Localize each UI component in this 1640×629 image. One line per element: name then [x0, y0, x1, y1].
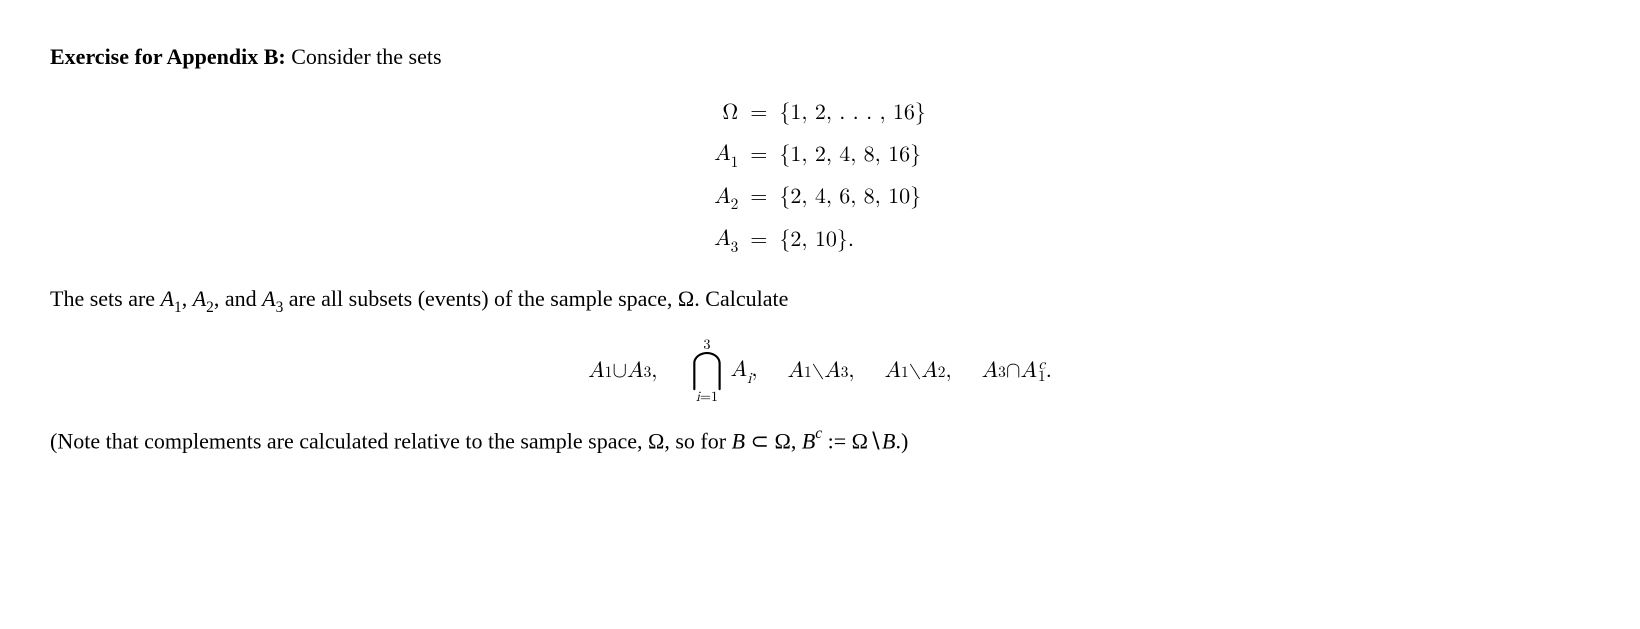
omega-row: Ω = {1, 2, . . . , 16}: [708, 93, 932, 134]
a3-rhs: {2, 10}.: [773, 219, 932, 262]
a2-row: A2 = {2, 4, 6, 8, 10}: [708, 177, 932, 220]
a-symbol: A: [787, 355, 804, 388]
a3-row: A3 = {2, 10}.: [708, 219, 932, 262]
setminus-op: ∖: [909, 355, 922, 388]
a-symbol: A: [731, 359, 748, 381]
intro-text: Consider the sets: [291, 44, 441, 69]
a-symbol: A: [885, 355, 902, 388]
sub-3: 3: [998, 361, 1006, 384]
sets-definition-block: Ω = {1, 2, . . . , 16} A1 = {1, 2, 4, 8,…: [50, 93, 1590, 262]
a2-rhs: {2, 4, 6, 8, 10}: [773, 177, 932, 220]
text-fragment: (Note that complements are calculated re…: [50, 428, 732, 453]
a3-lhs: A3: [708, 219, 744, 262]
sets-table: Ω = {1, 2, . . . , 16} A1 = {1, 2, 4, 8,…: [708, 93, 932, 262]
comma: ,: [651, 355, 657, 388]
text-fragment: := Ω∖: [822, 428, 882, 453]
a3-sym: A: [714, 228, 731, 250]
a-symbol: A: [588, 355, 605, 388]
union-op: ∪: [612, 355, 627, 388]
a1-sym: A: [714, 143, 731, 165]
a-symbol: A: [921, 355, 938, 388]
bigcap-lower: i=1: [696, 390, 718, 404]
equals-sign: =: [744, 219, 773, 262]
a1-sub: 1: [731, 155, 739, 170]
a-symbol: A: [824, 355, 841, 388]
a1-rhs: {1, 2, 4, 8, 16}: [773, 134, 932, 177]
exercise-paragraph: Exercise for Appendix B: Consider the se…: [50, 40, 1590, 73]
subsets-sentence: The sets are A1, A2, and A3 are all subs…: [50, 282, 1590, 319]
equals-sign: =: [744, 93, 773, 134]
text-fragment: .): [895, 428, 908, 453]
a1-row: A1 = {1, 2, 4, 8, 16}: [708, 134, 932, 177]
b-symbol: B: [802, 428, 815, 453]
a-symbol: A: [161, 286, 174, 311]
sub-1: 1: [605, 361, 613, 384]
omega-lhs: Ω: [708, 93, 744, 134]
bigcap-icon: 3 ⋂ i=1: [691, 338, 722, 404]
exercise-heading: Exercise for Appendix B:: [50, 44, 286, 69]
comma: ,: [848, 355, 854, 388]
bigcap-upper: 3: [703, 338, 710, 352]
a3-sub: 3: [731, 240, 739, 255]
period: .: [1046, 355, 1052, 388]
text-fragment: ⊂ Ω,: [745, 428, 802, 453]
text-fragment: ,: [182, 286, 193, 311]
i-var: i: [696, 389, 700, 404]
a2-lhs: A2: [708, 177, 744, 220]
sub-sup-wrap: c1: [1038, 359, 1046, 384]
text-fragment: are all subsets (events) of the sample s…: [283, 286, 788, 311]
sub-i: i: [747, 371, 751, 386]
expr-intersection: 3 ⋂ i=1 Ai,: [687, 338, 757, 404]
expr-union: A1 ∪ A3,: [588, 355, 657, 388]
a-symbol: A: [627, 355, 644, 388]
comma: ,: [945, 355, 951, 388]
equals-sign: =: [744, 134, 773, 177]
sub-1: 1: [804, 361, 812, 384]
calculate-block: A1 ∪ A3, 3 ⋂ i=1 Ai, A1∖A3, A1∖A2, A3 ∩ …: [50, 338, 1590, 404]
sub-2: 2: [206, 299, 214, 316]
a1-lhs: A1: [708, 134, 744, 177]
note-sentence: (Note that complements are calculated re…: [50, 424, 1590, 457]
comma: ,: [751, 359, 757, 381]
expr-setminus-1-3: A1∖A3,: [787, 355, 854, 388]
a2-sub: 2: [731, 197, 739, 212]
text-fragment: , and: [214, 286, 262, 311]
omega-rhs: {1, 2, . . . , 16}: [773, 93, 932, 134]
a-symbol: A: [262, 286, 275, 311]
text-fragment: The sets are: [50, 286, 161, 311]
sub-3: 3: [644, 361, 652, 384]
sub-1: 1: [1038, 371, 1046, 383]
intersect-op: ∩: [1006, 355, 1021, 388]
sup-c: c: [815, 425, 822, 442]
expr-setminus-1-2: A1∖A2,: [885, 355, 952, 388]
setminus-op: ∖: [812, 355, 825, 388]
a-symbol: A: [193, 286, 206, 311]
sub-3: 3: [276, 299, 284, 316]
sub-2: 2: [938, 361, 946, 384]
calc-row: A1 ∪ A3, 3 ⋂ i=1 Ai, A1∖A3, A1∖A2, A3 ∩ …: [588, 338, 1052, 404]
sub-1: 1: [901, 361, 909, 384]
expr-intersect-complement: A3 ∩ Ac1.: [982, 355, 1052, 388]
ai-term: Ai,: [731, 354, 758, 389]
sub-3: 3: [841, 361, 849, 384]
a2-sym: A: [714, 186, 731, 208]
equals-sign: =: [744, 177, 773, 220]
sub-1: 1: [174, 299, 182, 316]
b-symbol: B: [882, 428, 895, 453]
b-symbol: B: [732, 428, 745, 453]
a-symbol: A: [1021, 355, 1038, 388]
a-symbol: A: [982, 355, 999, 388]
bigcap-symbol: ⋂: [691, 352, 722, 389]
